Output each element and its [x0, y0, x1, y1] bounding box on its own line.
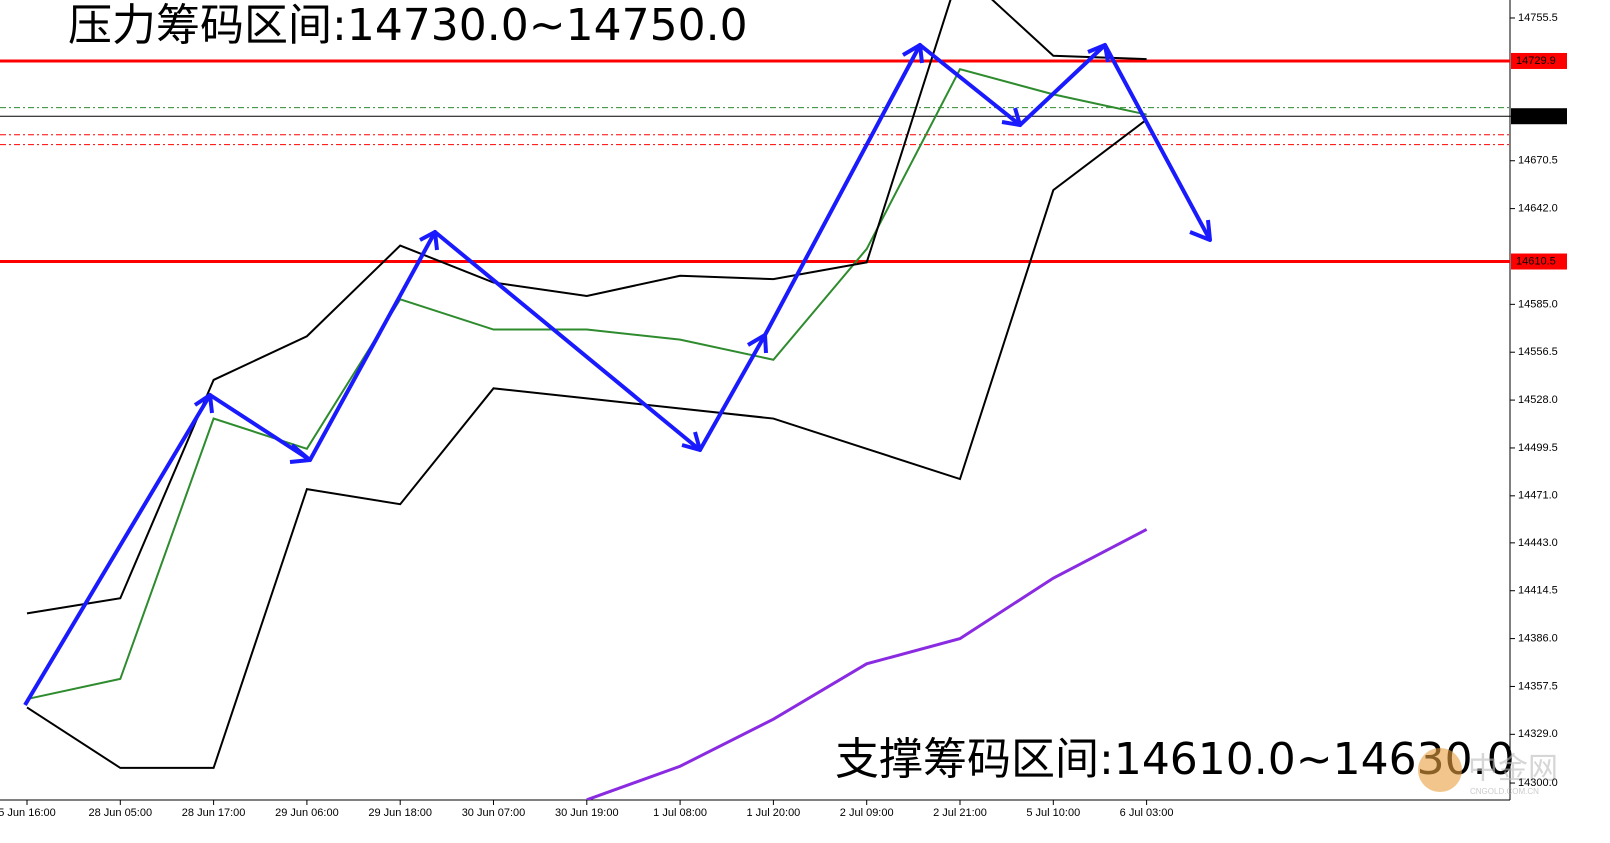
y-tick-label: 14528.0 [1518, 394, 1558, 406]
watermark-name: 中金网 [1468, 752, 1558, 787]
x-tick-label: 29 Jun 06:00 [275, 807, 339, 819]
x-tick-label: 28 Jun 05:00 [88, 807, 152, 819]
arrow-heads [193, 43, 1212, 464]
watermark: 中金网 CNGOLD.COM.CN [1418, 748, 1558, 796]
y-tick-label: 14755.5 [1518, 12, 1558, 24]
watermark-site: CNGOLD.COM.CN [1470, 787, 1539, 796]
x-tick-label: 5 Jun 16:00 [0, 807, 56, 819]
series-line [586, 528, 1148, 800]
y-tick-label: 14556.5 [1518, 346, 1558, 358]
plot-area [0, 0, 1510, 800]
y-tick-label: 14499.5 [1518, 442, 1558, 454]
support-annotation: 支撑筹码区间:14610.0~14630.0 [835, 734, 1515, 785]
series-line [26, 68, 1147, 701]
level-label: 14610.5 [1516, 255, 1556, 267]
x-tick-label: 5 Jul 10:00 [1026, 807, 1080, 819]
x-tick-label: 2 Jul 21:00 [933, 807, 987, 819]
zigzag-arrows [23, 43, 1212, 707]
x-tick-label: 2 Jul 09:00 [840, 807, 894, 819]
level-label: 14697.0 [1516, 110, 1556, 122]
y-tick-label: 14585.0 [1518, 298, 1558, 310]
trend-path [23, 43, 1212, 707]
x-tick-label: 30 Jun 07:00 [462, 807, 526, 819]
watermark-logo [1418, 748, 1462, 792]
x-tick-label: 28 Jun 17:00 [182, 807, 246, 819]
x-tick-label: 6 Jul 03:00 [1120, 807, 1174, 819]
series-line [26, 118, 1148, 769]
y-tick-label: 14471.0 [1518, 490, 1558, 502]
series-line [26, 0, 1147, 615]
y-tick-label: 14386.0 [1518, 632, 1558, 644]
level-label-box [1511, 108, 1567, 125]
y-tick-label: 14414.5 [1518, 585, 1558, 597]
level-label-box [1511, 253, 1567, 270]
x-tick-label: 1 Jul 20:00 [746, 807, 800, 819]
y-tick-label: 14443.0 [1518, 537, 1558, 549]
level-label: 14729.9 [1516, 55, 1556, 67]
y-tick-label: 14329.0 [1518, 728, 1558, 740]
level-label-box [1511, 52, 1567, 69]
x-tick-label: 29 Jun 18:00 [368, 807, 432, 819]
y-tick-label: 14642.0 [1518, 203, 1558, 215]
y-tick-label: 14300.0 [1518, 777, 1558, 789]
resistance-annotation: 压力筹码区间:14730.0~14750.0 [68, 0, 748, 51]
y-tick-label: 14670.5 [1518, 155, 1558, 167]
y-tick-label: 14357.5 [1518, 680, 1558, 692]
x-tick-label: 1 Jul 08:00 [653, 807, 707, 819]
x-tick-label: 30 Jun 19:00 [555, 807, 619, 819]
